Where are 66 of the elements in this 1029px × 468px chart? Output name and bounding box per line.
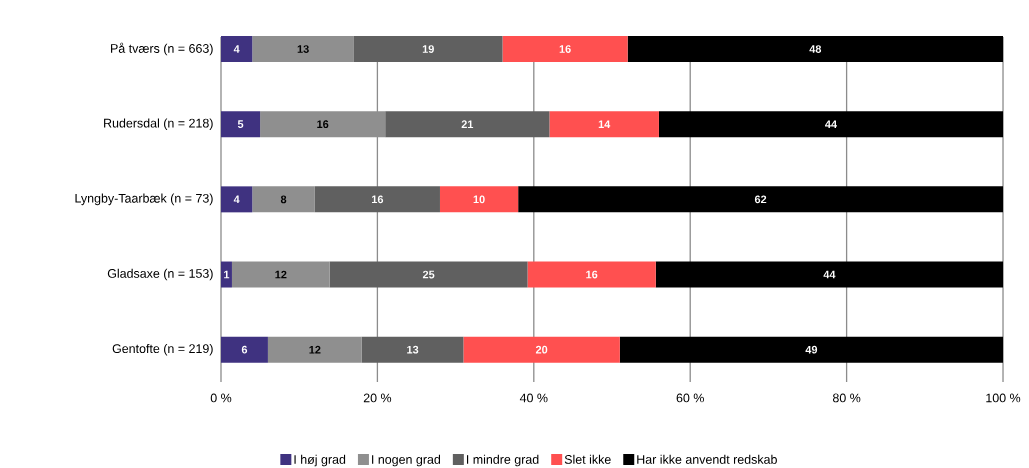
bar: [627, 36, 1004, 63]
y-tick-label: Lyngby-Taarbæk (n = 73): [75, 193, 213, 206]
data-label: 19: [422, 45, 434, 53]
data-label: 44: [823, 270, 836, 279]
data-label: 16: [317, 120, 329, 129]
bar: [361, 336, 464, 363]
legend-label: Slet ikke: [564, 454, 611, 464]
bar: [549, 111, 659, 138]
bar: [329, 261, 528, 288]
data-label: 16: [586, 270, 598, 279]
bar: [502, 36, 628, 63]
bar: [655, 261, 1004, 288]
x-tick-label: 0 %: [210, 393, 232, 403]
data-label: 12: [275, 270, 287, 279]
bar: [518, 186, 1004, 213]
y-tick-label: På tværs (n = 663): [111, 42, 213, 56]
x-tick-label: 100 %: [986, 393, 1021, 403]
data-label: 14: [598, 120, 611, 128]
bar: [221, 186, 253, 213]
bar: [385, 111, 550, 138]
bar: [260, 111, 386, 138]
data-label: 16: [372, 195, 384, 204]
data-label: 49: [805, 345, 818, 354]
x-tick-label: 40 %: [519, 393, 548, 403]
y-tick-label: Rudersdal (n = 218): [104, 118, 213, 130]
data-label: 13: [297, 45, 309, 53]
legend-label: I nogen grad: [372, 454, 441, 467]
data-label: 25: [422, 270, 435, 279]
data-label: 6: [241, 345, 248, 354]
bar: [463, 336, 620, 363]
x-tick-label: 60 %: [676, 393, 704, 403]
bar: [619, 336, 1004, 363]
data-label: 16: [559, 45, 571, 53]
bar: [221, 261, 232, 288]
data-label: 48: [809, 45, 822, 53]
data-label: 1: [224, 270, 230, 279]
data-label: 62: [754, 195, 767, 204]
data-label: 20: [535, 345, 548, 354]
bar: [527, 261, 656, 288]
bar: [267, 336, 362, 363]
legend-label: Har ikke anvendt redskab: [637, 454, 777, 464]
data-label: 4: [233, 45, 240, 53]
bar: [252, 36, 354, 63]
bar: [221, 36, 253, 63]
data-label: 12: [309, 345, 321, 354]
data-label: 44: [825, 120, 837, 128]
y-tick-label: Gentofte (n = 219): [112, 343, 213, 356]
bar: [231, 261, 330, 288]
bar: [252, 186, 315, 213]
data-label: 4: [233, 195, 240, 204]
legend-label: I høj grad: [294, 454, 346, 467]
legend-label: I mindre grad: [467, 454, 539, 467]
data-label: 5: [237, 120, 244, 129]
y-tick-label: Gladsaxe (n = 153): [107, 268, 213, 281]
x-tick-label: 20 %: [363, 393, 392, 403]
data-label: 10: [473, 195, 485, 204]
data-label: 8: [280, 195, 287, 204]
bar: [221, 336, 268, 363]
bar: [221, 111, 261, 138]
x-tick-label: 80 %: [832, 393, 861, 403]
bar: [353, 36, 503, 63]
bar: [439, 186, 519, 213]
bar: [658, 111, 1004, 138]
data-label: 13: [407, 345, 419, 354]
bar: [314, 186, 440, 213]
data-label: 21: [461, 120, 474, 129]
